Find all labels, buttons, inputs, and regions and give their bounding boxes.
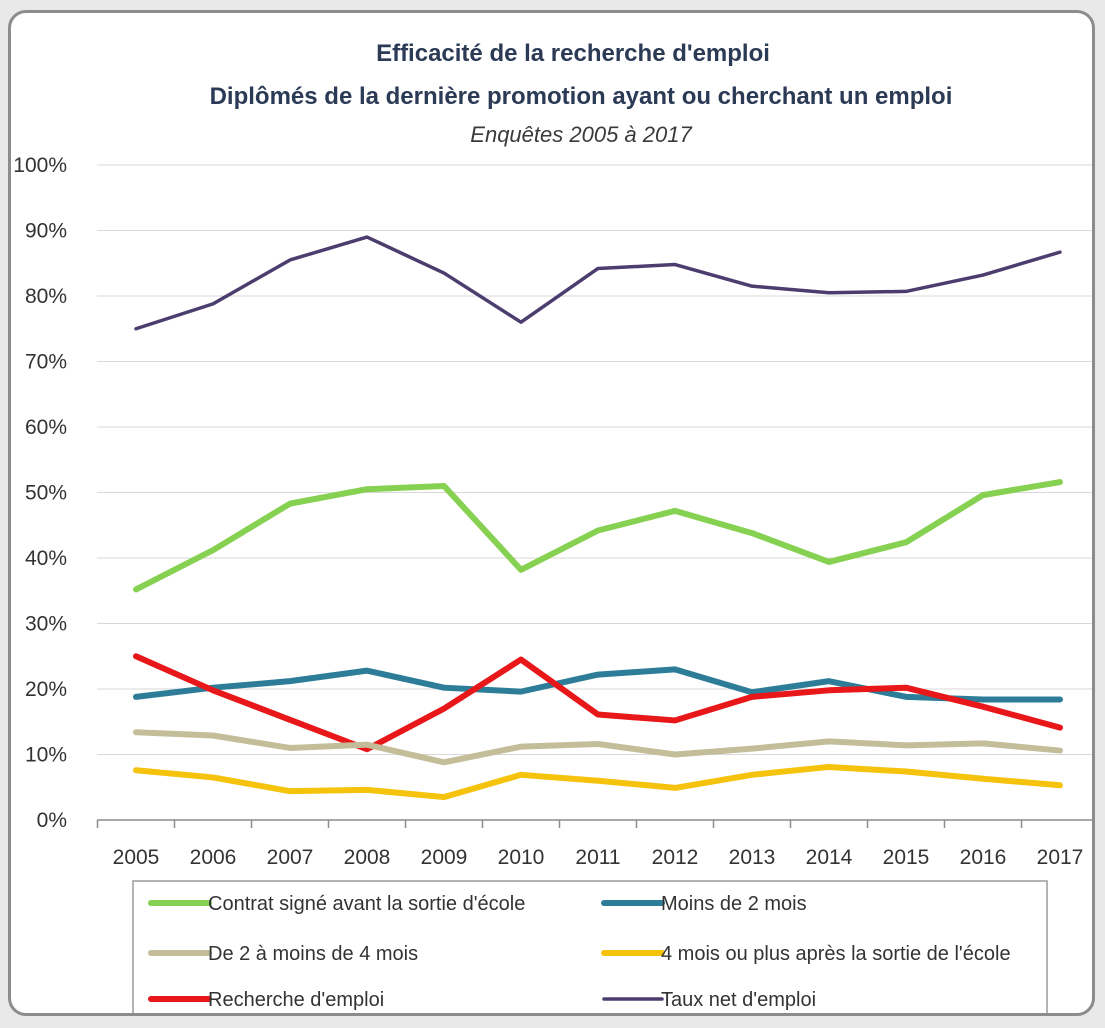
y-tick-label: 50% xyxy=(25,482,67,505)
y-tick-label: 10% xyxy=(25,744,67,767)
x-tick-label: 2008 xyxy=(344,846,391,869)
x-axis: 2005 2006 2007 2008 2009 2010 2011 2012 2013 2014… xyxy=(96,819,1092,869)
y-tick-label: 90% xyxy=(25,220,67,243)
gridlines xyxy=(97,164,1092,755)
x-tick-label: 2011 xyxy=(575,846,620,869)
legend: Contrat signé avant la sortie d'école Moi… xyxy=(132,880,1048,1013)
chart-subtitle: Enquêtes 2005 à 2017 xyxy=(470,122,692,147)
line-chart: Efficacité de la recherche d'emploi Dipl… xyxy=(13,40,1092,1013)
series-line-2 xyxy=(133,666,1063,703)
series-line-3 xyxy=(133,653,1063,753)
legend-label: Moins de 2 mois xyxy=(661,893,807,915)
x-tick-label: 2016 xyxy=(960,846,1007,869)
chart-subtitle-line: Diplômés de la dernière promotion ayant … xyxy=(210,83,953,110)
x-tick-label: 2013 xyxy=(729,846,776,869)
x-tick-label: 2007 xyxy=(267,846,314,869)
x-tick-label: 2009 xyxy=(421,846,468,869)
y-tick-label: 100% xyxy=(13,154,67,177)
series-lines xyxy=(133,235,1063,801)
legend-label: De 2 à moins de 4 mois xyxy=(208,943,418,965)
y-tick-label: 30% xyxy=(25,613,67,636)
legend-label: 4 mois ou plus après la sortie de l'écol… xyxy=(661,943,1011,965)
legend-label: Recherche d'emploi xyxy=(208,989,384,1011)
series-line-5 xyxy=(133,763,1063,801)
x-tick-label: 2014 xyxy=(806,846,853,869)
y-tick-label: 20% xyxy=(25,678,67,701)
x-tick-label: 2012 xyxy=(652,846,699,869)
chart-frame: Efficacité de la recherche d'emploi Dipl… xyxy=(8,10,1095,1016)
series-line-4 xyxy=(133,729,1063,766)
legend-box xyxy=(132,880,1048,1013)
y-tick-label: 80% xyxy=(25,285,67,308)
legend-label: Taux net d'emploi xyxy=(661,989,816,1011)
y-tick-label: 0% xyxy=(37,809,67,832)
x-tick-label: 2010 xyxy=(498,846,545,869)
series-line-1 xyxy=(133,479,1063,593)
y-tick-label: 60% xyxy=(25,416,67,439)
y-axis-ticks: 0% 10% 20% 30% 40% 50% 60% 70% 80% 90% 100% xyxy=(13,154,67,832)
chart-title: Efficacité de la recherche d'emploi xyxy=(376,40,770,67)
series-line-0 xyxy=(134,235,1062,331)
x-tick-label: 2015 xyxy=(883,846,930,869)
y-tick-label: 40% xyxy=(25,547,67,570)
x-tick-label: 2006 xyxy=(190,846,237,869)
y-tick-label: 70% xyxy=(25,351,67,374)
x-tick-label: 2005 xyxy=(113,846,160,869)
legend-label: Contrat signé avant la sortie d'école xyxy=(208,893,525,915)
x-tick-label: 2017 xyxy=(1037,846,1084,869)
